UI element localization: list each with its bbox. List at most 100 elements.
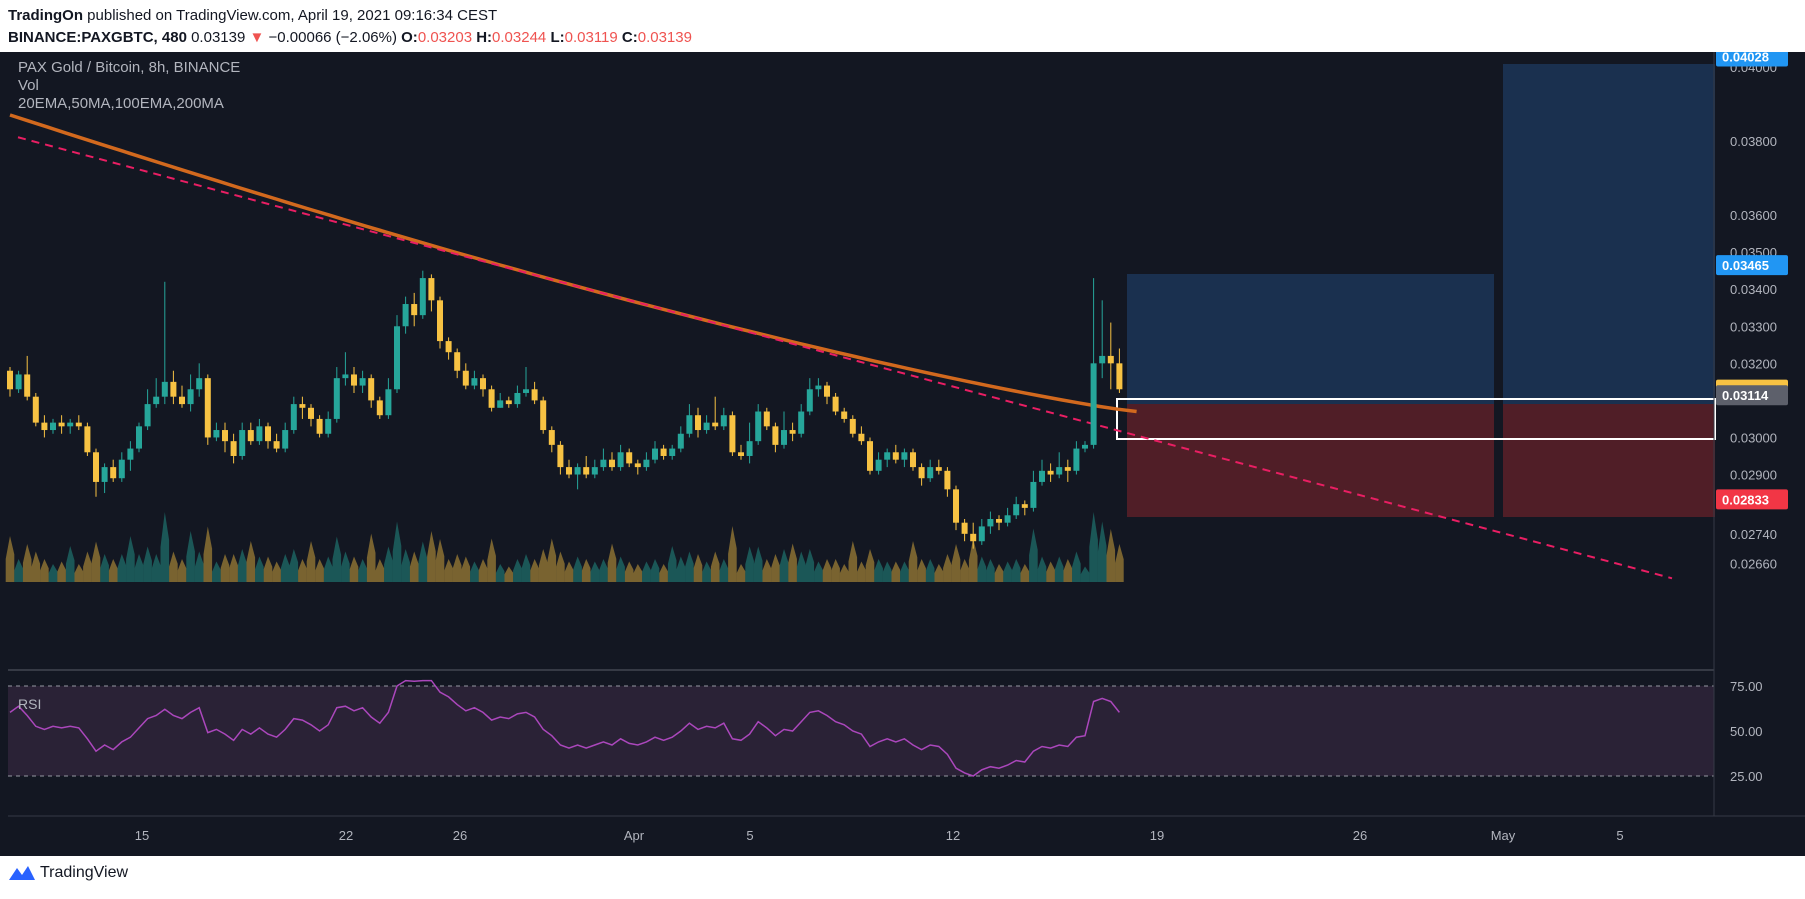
volume-bar xyxy=(255,556,264,582)
candle-body xyxy=(875,459,882,471)
candle-body xyxy=(849,418,856,434)
change-value: −0.00066 (−2.06%) xyxy=(268,29,397,46)
volume-bar xyxy=(1106,529,1116,582)
candle-body xyxy=(970,533,977,542)
candle-body xyxy=(1064,467,1071,471)
volume-bar xyxy=(581,559,591,582)
volume-bar xyxy=(504,566,514,582)
candle-body xyxy=(953,489,959,523)
candle-body xyxy=(1073,448,1080,471)
candle-body xyxy=(170,381,177,397)
y-tick-label: 0.03300 xyxy=(1730,319,1777,334)
publisher-name[interactable]: TradingOn xyxy=(8,7,83,24)
candle-body xyxy=(299,404,306,408)
tradingview-footer[interactable]: TradingView xyxy=(8,864,128,882)
volume-bar xyxy=(229,554,238,582)
volume-bar xyxy=(814,561,823,582)
entry-box[interactable] xyxy=(1116,398,1716,440)
candle-body xyxy=(798,411,805,434)
candle-body xyxy=(600,459,607,468)
candle-body xyxy=(634,463,641,468)
volume-bar xyxy=(375,559,385,582)
tradingview-logo-icon xyxy=(9,866,35,880)
candle-body xyxy=(523,389,529,393)
volume-bar xyxy=(857,561,866,582)
candle-body xyxy=(961,522,968,534)
volume-bar xyxy=(401,549,410,582)
candle-body xyxy=(720,415,727,427)
candle-body xyxy=(763,411,770,427)
candle-body xyxy=(480,378,486,390)
volume-bar xyxy=(805,549,815,582)
volume-bar xyxy=(642,561,651,582)
candle-body xyxy=(187,389,194,405)
volume-bar xyxy=(495,564,505,582)
rsi-tick-label: 75.00 xyxy=(1730,679,1763,694)
volume-bar xyxy=(753,546,763,582)
candle-body xyxy=(772,426,779,445)
volume-bar xyxy=(65,546,75,582)
volume-bar xyxy=(470,561,479,582)
volume-bar xyxy=(1037,556,1047,582)
price-label-box xyxy=(1716,385,1788,406)
candle-body xyxy=(566,467,572,475)
candle-body xyxy=(1099,355,1106,364)
candle-body xyxy=(617,452,624,468)
candle-body xyxy=(781,430,787,445)
tradingview-brand: TradingView xyxy=(40,864,129,881)
volume-bar xyxy=(736,564,746,582)
price-label-box xyxy=(1716,489,1788,510)
volume-bar xyxy=(427,531,436,582)
change-arrow: ▼ xyxy=(249,29,265,46)
volume-bar xyxy=(478,559,488,582)
low-value: 0.03119 xyxy=(564,29,618,46)
x-tick-label: 5 xyxy=(746,828,753,843)
candle-body xyxy=(394,326,400,390)
volume-bar xyxy=(452,554,462,582)
volume-bar xyxy=(435,539,445,582)
volume-bar xyxy=(960,559,969,582)
price-label-text: 0.03114 xyxy=(1722,388,1769,403)
published-text: published on TradingView.com, April 19, … xyxy=(87,7,498,24)
volume-bar xyxy=(91,541,101,582)
ma-legend: 20EMA,50MA,100EMA,200MA xyxy=(18,95,224,112)
volume-bar xyxy=(83,551,92,582)
volume-bar xyxy=(917,559,926,582)
price-chart[interactable]: 0.040000.038000.036000.035000.034000.033… xyxy=(0,52,1805,856)
candle-body xyxy=(419,278,426,316)
candle-body xyxy=(15,374,22,390)
candle-body xyxy=(609,459,615,468)
volume-bar xyxy=(160,512,170,582)
candle-body xyxy=(58,422,65,427)
price-label-text: 0.03465 xyxy=(1722,258,1769,273)
candle-body xyxy=(118,459,125,479)
candle-body xyxy=(686,415,693,434)
volume-bar xyxy=(341,551,350,582)
candle-body xyxy=(987,518,994,527)
volume-bar xyxy=(358,559,367,582)
candle-body xyxy=(325,418,332,434)
candle-body xyxy=(1021,504,1028,508)
candle-body xyxy=(196,378,203,390)
volume-bar xyxy=(685,551,694,582)
volume-bar xyxy=(771,554,780,582)
candle-body xyxy=(222,430,228,442)
candle-body xyxy=(24,374,31,397)
volume-bar xyxy=(779,549,789,582)
target-zone-2 xyxy=(1503,64,1715,404)
volume-bar xyxy=(943,554,952,582)
candle-body xyxy=(256,426,263,442)
volume-bar xyxy=(409,551,419,582)
volume-bar xyxy=(1089,512,1098,582)
volume-bar xyxy=(521,554,531,582)
downtrend-line xyxy=(17,136,1673,580)
candle-body xyxy=(918,467,925,479)
candle-body xyxy=(695,415,701,431)
volume-bar xyxy=(1020,564,1030,582)
candle-body xyxy=(84,426,91,453)
candle-body xyxy=(806,389,813,412)
candle-body xyxy=(333,378,340,419)
candle-body xyxy=(738,452,744,456)
x-tick-label: Apr xyxy=(624,828,645,843)
